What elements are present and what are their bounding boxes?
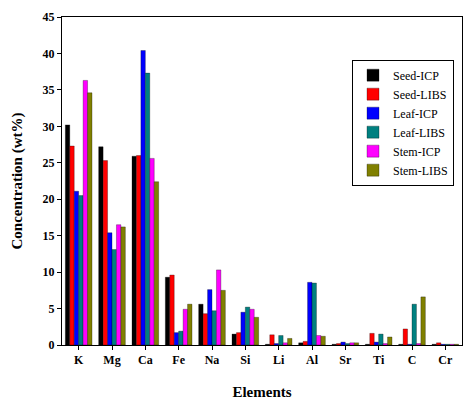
svg-text:Li: Li	[273, 353, 285, 367]
svg-text:Elements: Elements	[232, 384, 291, 400]
svg-text:Stem-LIBS: Stem-LIBS	[393, 164, 448, 178]
svg-text:Leaf-ICP: Leaf-ICP	[393, 107, 438, 121]
svg-text:20: 20	[43, 192, 55, 206]
svg-text:5: 5	[49, 302, 55, 316]
svg-text:Si: Si	[240, 353, 251, 367]
svg-text:35: 35	[43, 83, 55, 97]
svg-text:Stem-ICP: Stem-ICP	[393, 145, 441, 159]
svg-text:Sr: Sr	[339, 353, 352, 367]
svg-text:Na: Na	[205, 353, 220, 367]
svg-text:Cr: Cr	[438, 353, 453, 367]
svg-text:Ti: Ti	[373, 353, 385, 367]
svg-text:Seed-ICP: Seed-ICP	[393, 69, 439, 83]
svg-text:Leaf-LIBS: Leaf-LIBS	[393, 126, 445, 140]
svg-text:Concentration (wt%): Concentration (wt%)	[9, 112, 26, 249]
svg-text:C: C	[408, 353, 417, 367]
svg-text:10: 10	[43, 265, 55, 279]
svg-text:Al: Al	[306, 353, 319, 367]
svg-text:K: K	[74, 353, 84, 367]
svg-text:Fe: Fe	[172, 353, 185, 367]
svg-text:Mg: Mg	[103, 353, 120, 367]
svg-text:40: 40	[43, 47, 55, 61]
svg-text:Seed-LIBS: Seed-LIBS	[393, 88, 446, 102]
svg-text:0: 0	[49, 338, 55, 352]
svg-text:30: 30	[43, 120, 55, 134]
svg-text:45: 45	[43, 10, 55, 24]
svg-text:Ca: Ca	[138, 353, 153, 367]
svg-text:15: 15	[43, 229, 55, 243]
svg-text:25: 25	[43, 156, 55, 170]
